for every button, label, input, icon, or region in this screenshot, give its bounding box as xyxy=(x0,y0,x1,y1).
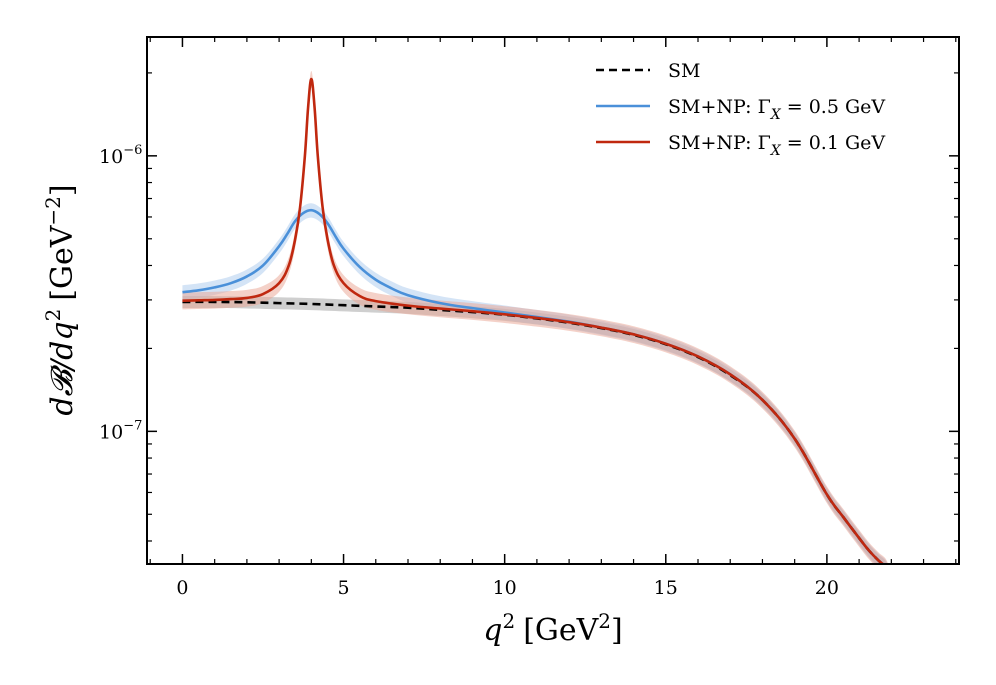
legend-np-05-sub: X xyxy=(770,107,782,123)
x-tick-label: 15 xyxy=(654,577,678,599)
x-label-var: q xyxy=(483,613,502,648)
x-label-sup: 2 xyxy=(502,609,515,633)
y-tick-label: 10−7 xyxy=(99,418,142,443)
legend: SM SM+NP: ΓX = 0.5 GeV SM+NP: ΓX = 0.1 G… xyxy=(596,60,885,159)
x-tick-label: 5 xyxy=(338,577,350,599)
legend-np-01-main: SM+NP: Γ xyxy=(668,132,771,154)
line-np-01 xyxy=(182,77,885,564)
legend-np-01-sub: X xyxy=(770,143,782,159)
y-label-sup: 2 xyxy=(41,309,65,322)
legend-np-01-rest: = 0.1 GeV xyxy=(781,132,886,154)
y-label-unit-close: ] xyxy=(45,184,80,196)
series-lines xyxy=(182,77,885,564)
x-label-unit-close: ] xyxy=(611,613,623,648)
legend-label-np-01: SM+NP: ΓX = 0.1 GeV xyxy=(668,132,885,159)
band-sm xyxy=(182,296,888,564)
x-label-unit: [GeV xyxy=(523,613,599,648)
legend-label-sm: SM xyxy=(668,60,700,82)
x-tick-label: 0 xyxy=(176,577,188,599)
x-tick-label: 10 xyxy=(493,577,517,599)
x-axis-label: q2 [GeV2] xyxy=(483,609,623,648)
plot-frame xyxy=(146,36,960,565)
legend-np-05-main: SM+NP: Γ xyxy=(668,96,771,118)
x-axis-ticks: 0 5 10 15 20 xyxy=(149,37,957,599)
x-tick-label: 20 xyxy=(815,577,839,599)
line-sm xyxy=(182,300,885,564)
y-axis-ticks: 10−7 10−6 xyxy=(99,72,959,542)
y-tick-label: 10−6 xyxy=(99,143,142,168)
x-label-unit-sup: 2 xyxy=(598,609,611,633)
legend-label-np-05: SM+NP: ΓX = 0.5 GeV xyxy=(668,96,885,123)
y-label-unit-sup: −2 xyxy=(41,196,65,225)
y-label-var: d𝓑/dq xyxy=(45,321,80,415)
y-label-unit: [GeV xyxy=(45,224,80,300)
legend-np-05-rest: = 0.5 GeV xyxy=(781,96,886,118)
y-axis-label: d𝓑/dq2 [GeV−2] xyxy=(41,184,80,415)
